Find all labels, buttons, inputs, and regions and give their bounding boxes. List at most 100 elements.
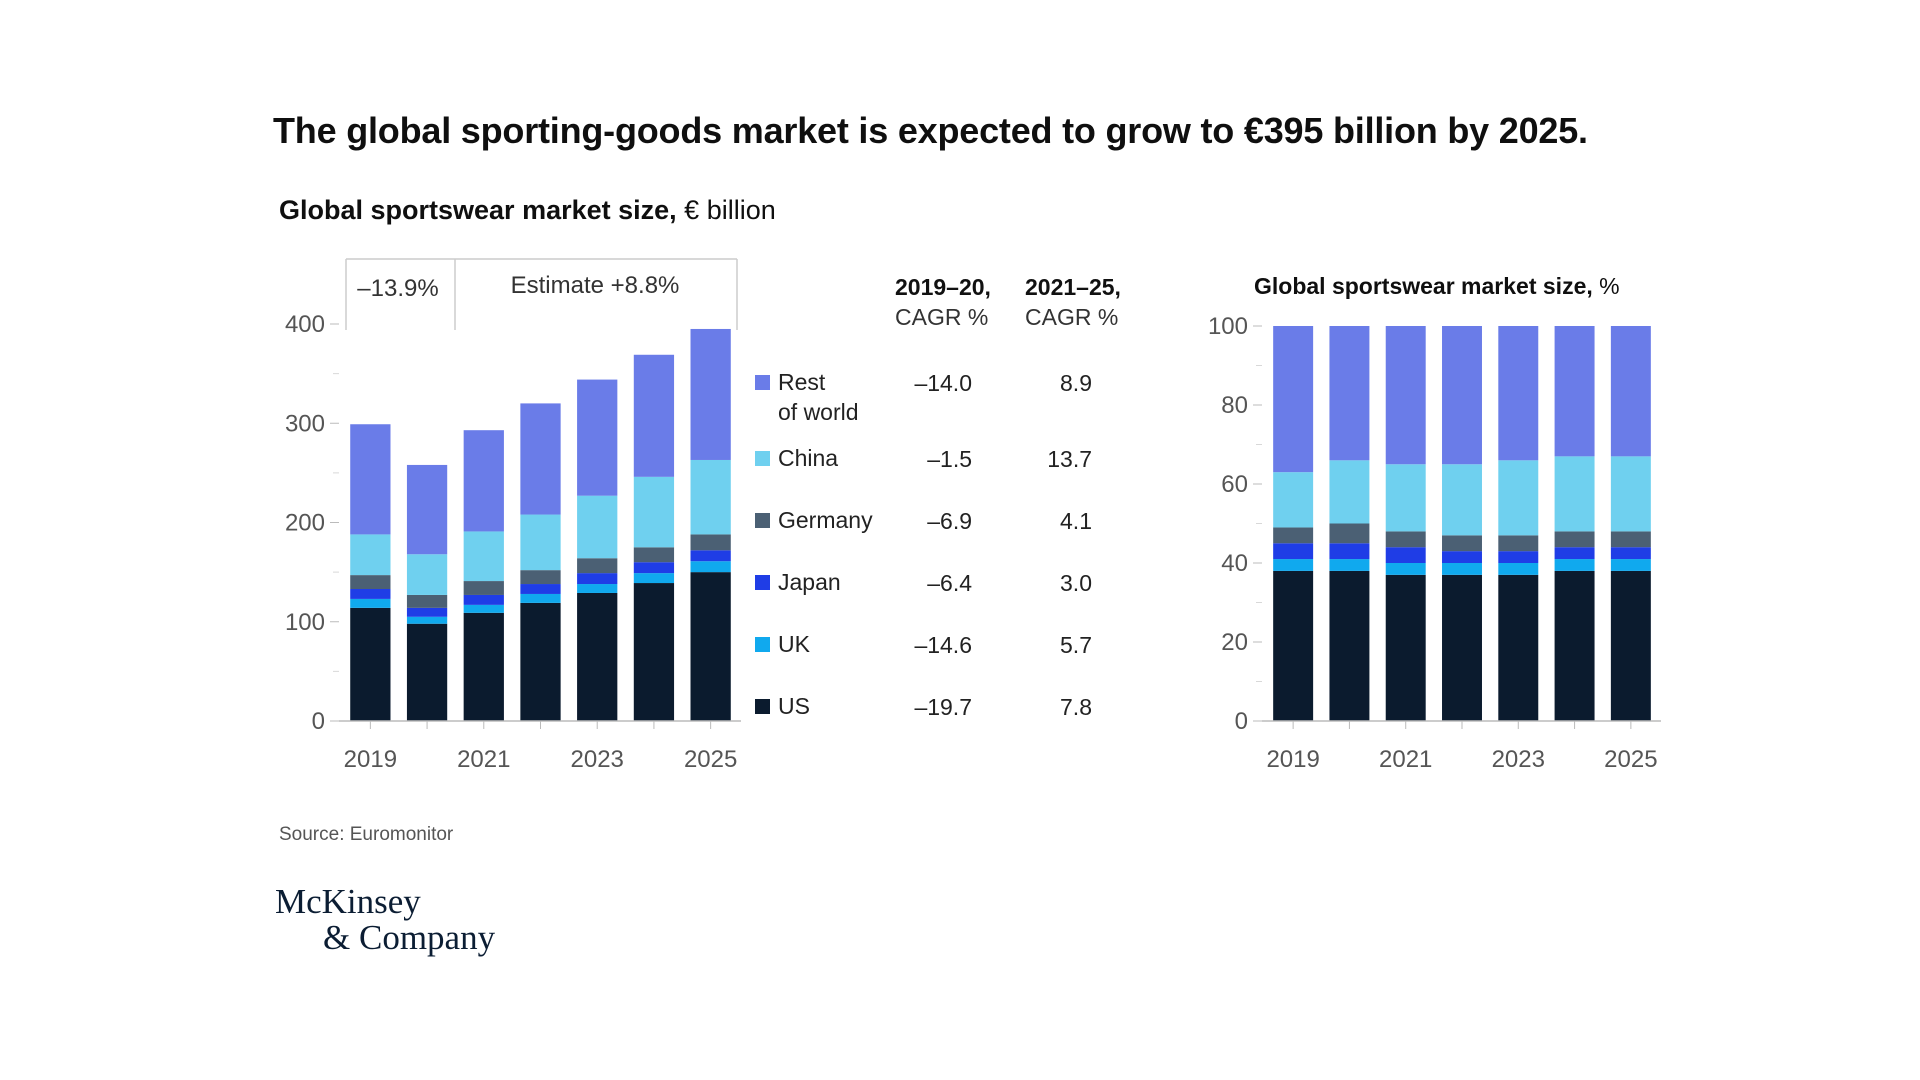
bar-segment-rest-of-world-2020	[406, 464, 448, 555]
x-tick-label: 2023	[1492, 746, 1545, 773]
bar-segment-china-2020	[406, 554, 448, 595]
bar-segment-china-2019	[1273, 472, 1314, 528]
bar-segment-us-2022	[520, 602, 561, 721]
absolute-size-chart: 0 100 200 300 400 2019 2021 2023 2025 –13.9% Estim…	[285, 258, 741, 773]
cagr-header-2019-20-bold: 2019–20,	[895, 274, 991, 300]
legend-label: Germany	[778, 507, 873, 533]
bar-segment-china-2021	[1385, 464, 1426, 532]
cagr-header-2021-25: 2021–25, CAGR %	[1025, 272, 1121, 332]
swatch-china	[755, 451, 770, 466]
y-tick-label: 80	[1221, 392, 1248, 419]
bar-segment-china-2024	[1554, 456, 1595, 532]
bar-segment-germany-2025	[1610, 531, 1651, 548]
percent-share-chart: 0 20 40 60 80 100 2019 2021 2023 2025	[1208, 313, 1661, 773]
bar-segment-us-2021	[1385, 574, 1426, 721]
swatch-japan	[755, 575, 770, 590]
x-tick-label: 2019	[1266, 746, 1319, 773]
bar-segment-rest-of-world-2025	[690, 328, 731, 460]
bar-segment-uk-2024	[1554, 559, 1595, 571]
source-note: Source: Euromonitor	[279, 824, 454, 845]
bar-segment-us-2025	[690, 572, 731, 721]
y-tick-label: 100	[1208, 313, 1248, 340]
bar-segment-uk-2020	[406, 616, 448, 624]
bar-segment-germany-2020	[1329, 523, 1370, 544]
bar-segment-us-2022	[1442, 574, 1482, 721]
bar-segment-germany-2024	[1554, 531, 1595, 548]
x-tick-label: 2023	[571, 746, 624, 773]
bar-segment-china-2021	[463, 531, 504, 582]
page-title: The global sporting-goods market is expe…	[273, 110, 1588, 151]
bar-segment-uk-2025	[1610, 559, 1651, 571]
x-tick-label: 2021	[457, 746, 510, 773]
bar-segment-us-2021	[463, 612, 504, 721]
bar-segment-japan-2024	[1554, 547, 1595, 560]
bar-segment-china-2025	[1610, 456, 1651, 532]
bar-segment-germany-2019	[350, 575, 391, 589]
bar-segment-germany-2023	[1498, 535, 1539, 552]
cagr-value: –14.6	[914, 632, 972, 658]
bar-segment-us-2020	[406, 623, 448, 721]
bar-segment-uk-2021	[1385, 563, 1426, 575]
bar-segment-japan-2019	[1273, 543, 1314, 560]
bar-segment-rest-of-world-2021	[463, 430, 504, 532]
bar-segment-germany-2021	[463, 581, 504, 595]
bar-segment-china-2025	[690, 459, 731, 535]
bar-segment-china-2023	[577, 495, 618, 559]
y-tick-label: 60	[1221, 471, 1248, 498]
cagr-value: –6.4	[927, 570, 972, 596]
bar-segment-uk-2019	[1273, 559, 1314, 571]
bar-segment-japan-2020	[1329, 543, 1370, 560]
chart1-subtitle-bold: Global sportswear market size,	[279, 195, 677, 225]
y-tick-label: 0	[312, 708, 325, 735]
bar-segment-germany-2020	[406, 594, 448, 608]
y-tick-label: 0	[1235, 708, 1248, 735]
bar-segment-rest-of-world-2021	[1385, 326, 1426, 465]
cagr-value: 13.7	[1047, 446, 1092, 472]
bar-segment-rest-of-world-2025	[1610, 326, 1651, 457]
y-tick-label: 40	[1221, 550, 1248, 577]
legend-label: China	[778, 445, 839, 471]
cagr-value: 3.0	[1060, 570, 1092, 596]
bar-segment-china-2024	[633, 476, 675, 548]
x-tick-label: 2019	[344, 746, 397, 773]
legend-and-cagr-table: 2019–20, CAGR % 2021–25, CAGR % Rest of …	[755, 0, 1155, 1080]
bar-segment-germany-2022	[520, 570, 561, 585]
y-tick-label: 20	[1221, 629, 1248, 656]
bar-segment-germany-2019	[1273, 527, 1314, 544]
bar-segment-us-2024	[633, 583, 675, 721]
chart1-subtitle: Global sportswear market size, € billion	[279, 195, 776, 226]
bar-segment-uk-2020	[1329, 559, 1370, 571]
cagr-value: –19.7	[914, 694, 972, 720]
bar-segment-rest-of-world-2022	[1442, 326, 1482, 465]
bar-segment-china-2022	[1442, 464, 1482, 536]
period-label-decline: –13.9%	[357, 275, 438, 302]
logo-line1: McKinsey	[275, 882, 421, 921]
x-tick-label: 2025	[1604, 746, 1657, 773]
bar-segment-japan-2025	[1610, 547, 1651, 560]
chart2-subtitle-bold: Global sportswear market size,	[1254, 273, 1593, 299]
legend-label: UK	[778, 631, 810, 657]
bar-segment-china-2023	[1498, 460, 1539, 536]
legend-label: Rest of world	[778, 367, 859, 427]
chart1-subtitle-unit: € billion	[676, 195, 776, 225]
cagr-value: 7.8	[1060, 694, 1092, 720]
bar-segment-uk-2024	[633, 573, 675, 584]
bar-segment-rest-of-world-2020	[1329, 326, 1370, 461]
bar-segment-uk-2023	[1498, 563, 1539, 575]
bar-segment-us-2023	[1498, 574, 1539, 721]
bar-segment-uk-2025	[690, 561, 731, 573]
bar-segment-us-2023	[577, 592, 618, 721]
cagr-value: –14.0	[914, 370, 972, 396]
bar-segment-china-2020	[1329, 460, 1370, 524]
period-label-estimate: Estimate +8.8%	[511, 272, 680, 299]
bar-segment-us-2025	[1610, 570, 1651, 721]
cagr-value: –1.5	[927, 446, 972, 472]
legend-label-line2: of world	[778, 399, 859, 425]
bar-segment-germany-2024	[633, 547, 675, 563]
logo-line2: & Company	[323, 918, 496, 957]
bar-segment-rest-of-world-2022	[520, 403, 561, 515]
bar-segment-japan-2022	[520, 584, 561, 594]
swatch-uk	[755, 637, 770, 652]
cagr-value: 5.7	[1060, 632, 1092, 658]
